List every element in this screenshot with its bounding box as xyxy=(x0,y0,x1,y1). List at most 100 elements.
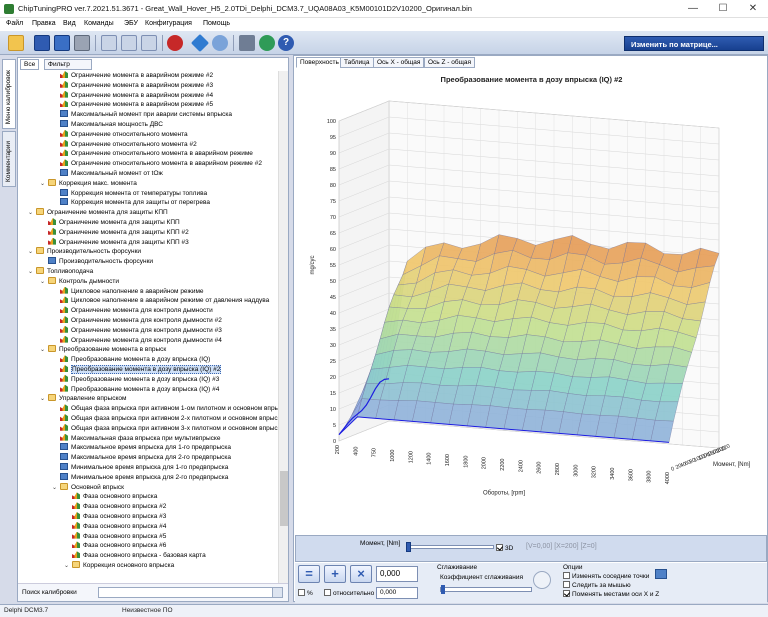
tree-item[interactable]: Ограничение момента в аварийном режиме #… xyxy=(52,100,213,110)
tree-item[interactable]: ⌄ Управление впрыском xyxy=(40,394,126,404)
tree-item[interactable]: Фаза основного впрыска #5 xyxy=(64,531,166,542)
option-swap-axes[interactable]: Поменять местами оси X и Z xyxy=(563,590,659,598)
option-change-neighbors-box[interactable] xyxy=(563,572,570,579)
save-as-icon[interactable] xyxy=(54,35,70,51)
menu-configuration[interactable]: Конфигурация xyxy=(145,20,192,27)
percent-check-box[interactable] xyxy=(298,589,305,596)
copy-icon[interactable] xyxy=(121,35,137,51)
expander-icon[interactable]: ⌄ xyxy=(40,396,46,403)
tree-item[interactable]: ⌄ Ограничение момента для защиты КПП xyxy=(28,208,168,218)
tree-item[interactable]: Производительность форсунки xyxy=(40,257,153,267)
navigate-icon[interactable] xyxy=(190,33,210,53)
menu-view[interactable]: Вид xyxy=(63,20,76,27)
save-icon[interactable] xyxy=(34,35,50,51)
expander-icon[interactable]: ⌄ xyxy=(28,210,34,217)
tree-item[interactable]: Фаза основного впрыска xyxy=(64,492,157,502)
tree-item[interactable]: Максимальное время впрыска для 1-го пред… xyxy=(52,443,231,453)
tree-item[interactable]: Ограничение момента для контроля дымност… xyxy=(52,325,222,336)
table-view-icon[interactable] xyxy=(655,569,667,579)
tree-item[interactable]: Ограничение относительного момента xyxy=(52,129,188,140)
option-follow-mouse-box[interactable] xyxy=(563,581,570,588)
search-icon[interactable] xyxy=(272,587,283,598)
option-follow-mouse[interactable]: Следить за мышью xyxy=(563,581,631,589)
tab-comments[interactable]: Комментарии xyxy=(2,131,16,187)
torque-slider[interactable] xyxy=(406,542,494,552)
tree-item[interactable]: Ограничение момента для контроля дымност… xyxy=(52,335,222,346)
tree-item[interactable]: Преобразование момента в дозу впрыска (I… xyxy=(52,374,219,385)
tab-x-axis[interactable]: Ось X - общая xyxy=(373,57,425,68)
close-button[interactable]: ✕ xyxy=(748,3,758,14)
change-by-matrix-button[interactable]: Изменить по матрице... xyxy=(624,36,764,51)
tree-item[interactable]: Цикловое наполнение в аварийном режиме о… xyxy=(52,296,269,306)
refresh-icon[interactable] xyxy=(259,35,275,51)
tree-item[interactable]: Фаза основного впрыска #2 xyxy=(64,502,166,512)
expander-icon[interactable]: ⌄ xyxy=(28,249,34,256)
menu-edit[interactable]: Правка xyxy=(32,20,56,27)
tree-item[interactable]: Ограничение момента для защиты КПП #3 xyxy=(40,237,189,248)
expander-icon[interactable]: ⌄ xyxy=(64,563,70,569)
relative-value-input[interactable]: 0,000 xyxy=(376,587,418,599)
tools-icon[interactable] xyxy=(239,35,255,51)
search-input[interactable] xyxy=(98,587,278,598)
multiply-button[interactable]: × xyxy=(350,565,372,583)
tree-item[interactable]: Максимальное время впрыска для 2-го пред… xyxy=(52,453,231,463)
tree-item[interactable]: Фаза основного впрыска #6 xyxy=(64,541,166,551)
tree-item[interactable]: Максимальная мощность ДВС xyxy=(52,120,163,130)
tree-item[interactable]: Минимальное время впрыска для 2-го предв… xyxy=(52,472,228,483)
menu-file[interactable]: Файл xyxy=(6,20,24,27)
tree-item[interactable]: Преобразование момента в дозу впрыска (I… xyxy=(52,355,210,365)
tree-item[interactable]: ⌄ Топливоподача xyxy=(28,267,93,277)
tree-item[interactable]: Коррекция момента от температуры топлива xyxy=(52,188,207,199)
tree-item[interactable]: Минимальное время впрыска для 1-го предв… xyxy=(52,463,228,473)
open-file-icon[interactable] xyxy=(8,35,24,51)
smoothing-slider[interactable] xyxy=(440,585,532,594)
menu-help[interactable]: Помощь xyxy=(203,20,231,27)
relative-check-box[interactable] xyxy=(324,589,331,596)
tab-calibration-menu[interactable]: Меню калибровок xyxy=(2,59,16,129)
tree-item[interactable]: Ограничение относительного момента в ава… xyxy=(52,159,262,169)
scrollbar-thumb[interactable] xyxy=(280,471,288,526)
tree-item[interactable]: Общая фаза впрыска при активном 3-х пило… xyxy=(52,423,278,434)
tree-item[interactable]: Максимальный момент от tОж xyxy=(52,169,163,179)
expander-icon[interactable]: ⌄ xyxy=(40,180,46,187)
menu-ecu[interactable]: ЭБУ xyxy=(124,20,138,27)
add-button[interactable]: + xyxy=(324,565,346,583)
tree-item[interactable]: Общая фаза впрыска при активном 1-ом пил… xyxy=(52,404,278,414)
tab-all[interactable]: Все xyxy=(20,59,40,70)
apply-smoothing-icon[interactable] xyxy=(533,571,551,589)
menu-commands[interactable]: Команды xyxy=(84,20,114,27)
help-icon[interactable]: ? xyxy=(278,35,294,51)
print-icon[interactable] xyxy=(74,35,90,51)
cut-icon[interactable] xyxy=(101,35,117,51)
tree-item[interactable]: ⌄ Производительность форсунки xyxy=(28,247,141,257)
tree-item[interactable]: Преобразование момента в дозу впрыска (I… xyxy=(52,384,219,395)
tree-item[interactable]: Ограничение момента в аварийном режиме #… xyxy=(52,80,213,91)
tree-item[interactable]: Ограничение момента в аварийном режиме #… xyxy=(52,90,213,101)
search-icon[interactable] xyxy=(212,35,228,51)
expander-icon[interactable]: ⌄ xyxy=(52,484,58,491)
tree-item[interactable]: Ограничение относительного момента #2 xyxy=(52,139,197,150)
tree-item[interactable]: Ограничение момента в аварийном режиме #… xyxy=(52,71,213,81)
slider-handle[interactable] xyxy=(406,542,411,552)
tab-filter[interactable]: Фильтр xyxy=(44,59,92,70)
surface-chart[interactable]: 0 5 10 15 20 25 30 35 40 45 50 55 60 65 70 75 80 85 90 95 10… xyxy=(294,56,768,536)
tree-item[interactable]: Максимальная фаза впрыска при мультивпры… xyxy=(52,433,220,444)
tree-item[interactable]: Максимальный момент при аварии системы в… xyxy=(52,110,232,120)
check-3d[interactable]: 3D xyxy=(496,544,513,552)
tree-item[interactable]: Фаза основного впрыска - базовая карта xyxy=(64,551,206,561)
tree-item[interactable]: Фаза основного впрыска #3 xyxy=(64,512,166,522)
tree-item[interactable]: Ограничение момента для защиты КПП xyxy=(40,218,180,228)
tree-item[interactable]: ⌄ Коррекция основного впрыска xyxy=(64,561,174,571)
tree-item[interactable]: Преобразование момента в дозу впрыска (I… xyxy=(52,365,222,375)
option-swap-axes-box[interactable] xyxy=(563,590,570,597)
tree-item[interactable]: Общая фаза впрыска при активном 2-х пило… xyxy=(52,414,278,424)
tree-item[interactable]: Ограничение момента для защиты КПП #2 xyxy=(40,227,189,238)
percent-check[interactable]: % xyxy=(298,589,313,597)
option-change-neighbors[interactable]: Изменять соседние точки xyxy=(563,572,649,580)
relative-check[interactable]: относительно xyxy=(324,589,374,597)
tree-item[interactable]: Фаза основного впрыска #4 xyxy=(64,521,166,532)
tree-item[interactable]: Цикловое наполнение в аварийном режиме xyxy=(52,286,204,297)
tree-item[interactable]: ⌄ Коррекция макс. момента xyxy=(40,178,137,189)
value-input[interactable]: 0,000 xyxy=(376,566,418,582)
tree-item[interactable]: Ограничение момента для контроля дымност… xyxy=(52,316,222,326)
